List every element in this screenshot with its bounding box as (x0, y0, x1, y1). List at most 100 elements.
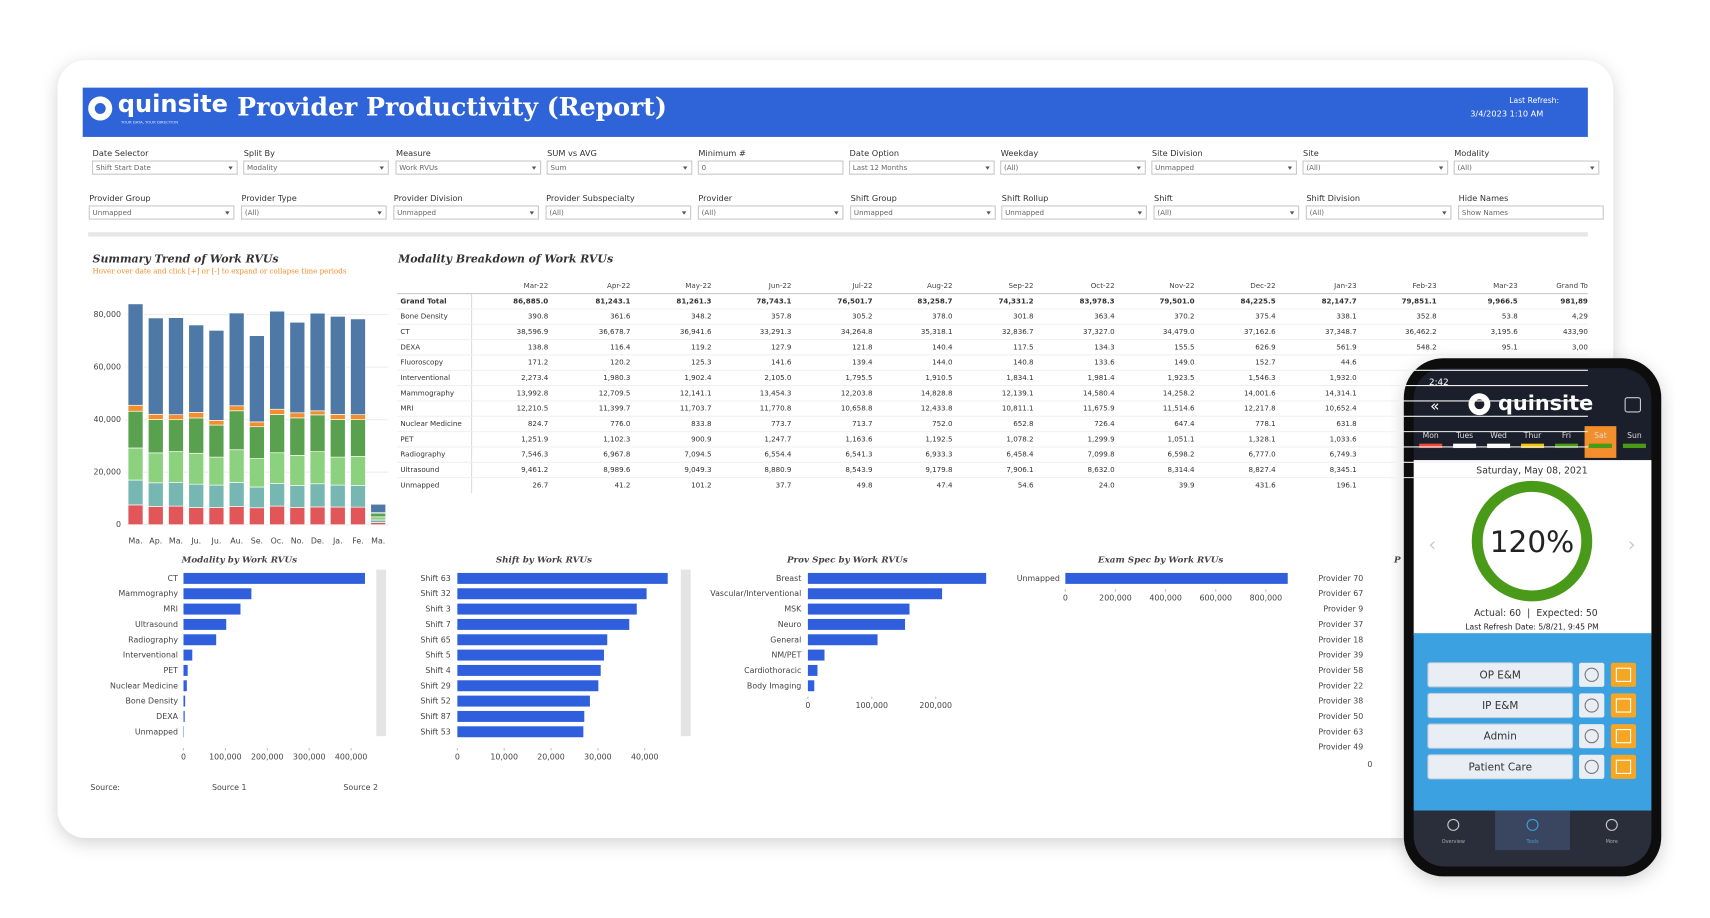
calendar-button[interactable] (1610, 662, 1637, 687)
x-tick-label: 200,000 (251, 752, 284, 761)
filter-box[interactable] (1151, 160, 1298, 175)
day-label[interactable]: Thur (1523, 431, 1542, 440)
dropdown-arrow (228, 166, 233, 170)
action-button[interactable] (1427, 692, 1574, 719)
filter-box[interactable] (92, 160, 238, 175)
bar (183, 710, 185, 722)
filter-box[interactable] (545, 205, 692, 220)
row-label: PET (400, 434, 414, 443)
filter-box[interactable] (1000, 160, 1146, 175)
clock-button[interactable] (1579, 693, 1605, 718)
cell: 357.8 (771, 312, 792, 321)
cell: 390.8 (528, 312, 549, 321)
cell: 49.8 (857, 480, 873, 489)
cell: 6,749.3 (1330, 450, 1357, 459)
row-label: CT (400, 327, 410, 336)
category-label: Shift 52 (420, 697, 450, 706)
cell: 13,992.8 (517, 388, 549, 397)
bar (807, 572, 987, 584)
cell: 2,105.0 (764, 373, 792, 382)
provider-label: Provider 22 (1318, 681, 1363, 690)
bar-segment (147, 452, 164, 484)
bar-segment (269, 505, 285, 526)
cell: 8,314.4 (1167, 465, 1195, 474)
column-header: Nov-22 (1169, 281, 1194, 290)
filter-box[interactable] (1001, 205, 1147, 220)
filter-box[interactable] (850, 205, 996, 220)
clock-button[interactable] (1579, 662, 1605, 687)
selected-day[interactable] (1584, 426, 1617, 458)
cell: 7,099.8 (1087, 450, 1115, 459)
bar-segment (289, 412, 306, 419)
filter-label: Minimum # (698, 148, 746, 158)
clock-button[interactable] (1579, 754, 1605, 779)
action-button[interactable] (1427, 754, 1574, 780)
filter-box[interactable] (243, 160, 389, 175)
tab-label[interactable]: Overview (1442, 839, 1465, 845)
cell: 6,967.8 (603, 450, 631, 459)
clock-button[interactable] (1579, 724, 1605, 749)
cell: 352.8 (1416, 312, 1437, 321)
x-tick-label: Se. (251, 537, 263, 546)
day-label[interactable]: Tues (1455, 431, 1473, 440)
dropdown-arrow (379, 166, 384, 170)
filter-box[interactable] (697, 160, 844, 175)
filter-value: (All) (1458, 163, 1473, 172)
column-header: Oct-22 (1091, 281, 1115, 290)
x-tick-label: 40,000 (631, 752, 659, 761)
next-arrow[interactable]: › (1628, 533, 1636, 556)
category-label: Ultrasound (135, 620, 178, 629)
day-label[interactable]: Sat (1594, 431, 1607, 440)
filter-box[interactable] (240, 205, 387, 220)
filter-value: (All) (245, 208, 260, 217)
cell: 12,203.8 (841, 388, 873, 397)
day-label[interactable]: Fri (1562, 431, 1571, 440)
filter-value: (All) (702, 208, 717, 217)
back-icon[interactable]: « (1430, 397, 1439, 415)
provider-label: Provider 50 (1318, 712, 1363, 721)
bar (457, 572, 668, 584)
bar-segment (228, 506, 245, 526)
filter-box[interactable] (697, 205, 844, 220)
bar-segment (147, 413, 164, 420)
dropdown-arrow (225, 211, 230, 215)
filter-value: Show Names (1462, 208, 1508, 217)
filter-label: Measure (396, 148, 431, 158)
filter-box[interactable] (395, 160, 542, 175)
dropdown-arrow (1289, 211, 1295, 215)
filter-box[interactable] (1458, 205, 1604, 220)
filter-box[interactable] (546, 160, 693, 175)
bar-segment (329, 419, 346, 458)
bar-segment (188, 324, 205, 413)
filter-box[interactable] (1153, 205, 1300, 220)
calendar-button[interactable] (1610, 754, 1637, 779)
filter-box[interactable] (848, 160, 995, 175)
filter-box[interactable] (1305, 205, 1452, 220)
calendar-icon[interactable] (1624, 397, 1641, 413)
cell: 138.8 (528, 342, 549, 351)
day-label[interactable]: Sun (1627, 431, 1642, 440)
x-tick-label: 800,000 (1250, 594, 1283, 603)
bar (183, 618, 227, 630)
filter-box[interactable] (1453, 160, 1600, 175)
bar-segment (208, 507, 225, 526)
prev-arrow[interactable]: ‹ (1428, 533, 1436, 556)
cell: 4,29 (1572, 312, 1588, 321)
y-tick-label: 60,000 (93, 363, 121, 372)
phone-actions (1413, 633, 1652, 811)
cell: 12,210.5 (517, 404, 549, 413)
calendar-button[interactable] (1610, 724, 1637, 749)
filter-box[interactable] (393, 205, 539, 220)
filter-box[interactable] (1302, 160, 1449, 175)
tab-label[interactable]: More (1606, 839, 1618, 845)
day-label[interactable]: Mon (1423, 431, 1439, 440)
action-button[interactable] (1427, 662, 1574, 688)
action-button[interactable] (1427, 723, 1574, 749)
day-label[interactable]: Wed (1490, 431, 1507, 440)
filter-box[interactable] (88, 205, 235, 220)
cell: 196.1 (1336, 480, 1356, 489)
tab-label[interactable]: Tools (1525, 839, 1539, 845)
expected: Expected: 50 (1536, 608, 1597, 619)
cell: 3,00 (1572, 342, 1588, 351)
calendar-button[interactable] (1610, 693, 1637, 718)
